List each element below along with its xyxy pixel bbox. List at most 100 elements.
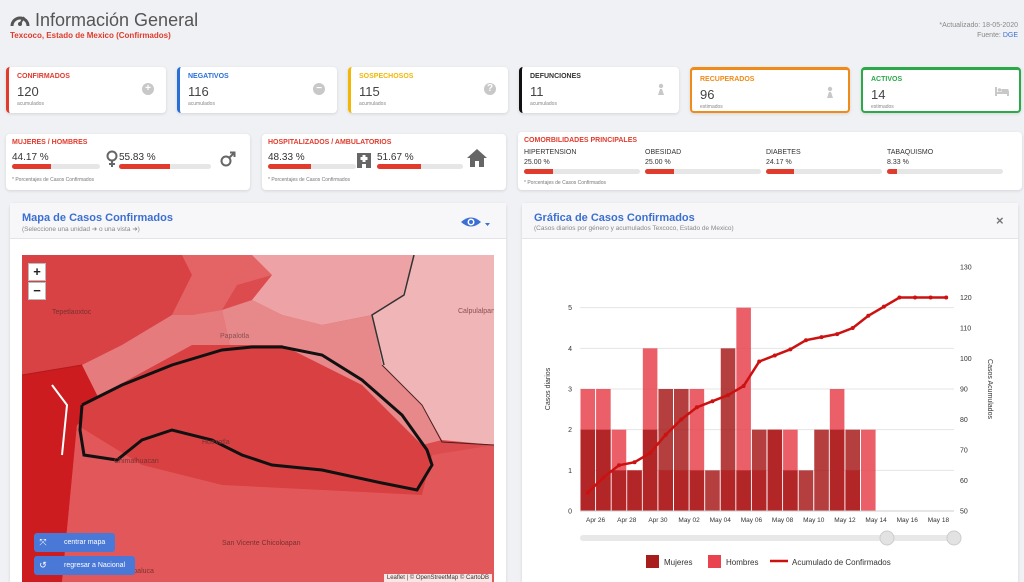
- compress-icon: ⤧: [39, 537, 47, 547]
- y2-tick-label: 90: [960, 387, 968, 394]
- amb-pct: 51.67 %: [377, 152, 414, 163]
- comorbidities-card: COMORBILIDADES PRINCIPALES HIPERTENSION 2…: [518, 132, 1022, 190]
- comorbidity-pct: 25.00 %: [524, 159, 550, 166]
- male-icon: [220, 151, 236, 167]
- bar-mujeres: [798, 470, 814, 511]
- point-acumulado: [850, 326, 855, 330]
- y-tick-label: 0: [568, 509, 572, 516]
- comorbidity-pct: 25.00 %: [645, 159, 671, 166]
- bar-mujeres: [627, 470, 642, 511]
- stat-card-activos[interactable]: ACTIVOS 14 estimados: [861, 67, 1021, 113]
- hospital-note: * Porcentajes de Casos Confirmados: [268, 177, 350, 183]
- y-tick-label: 1: [568, 468, 572, 475]
- x-tick-label: Apr 26: [586, 517, 606, 524]
- point-acumulado: [663, 432, 668, 437]
- svg-text:Calpulalpan: Calpulalpan: [458, 308, 494, 315]
- stat-card-recuperados[interactable]: RECUPERADOS 96 estimados: [690, 67, 850, 113]
- bar-mujeres: [720, 348, 736, 511]
- svg-text:San Vicente Chicoloapan: San Vicente Chicoloapan: [222, 540, 301, 547]
- bar-mujeres: [611, 470, 627, 511]
- stat-label: CONFIRMADOS: [17, 73, 70, 80]
- bar-mujeres: [736, 470, 751, 511]
- bar-mujeres: [767, 429, 783, 511]
- chart-header: Gráfica de Casos Confirmados (Casos diar…: [522, 203, 1018, 239]
- point-acumulado: [710, 399, 715, 404]
- eye-icon[interactable]: [460, 214, 490, 230]
- zoom-in-button[interactable]: +: [28, 263, 46, 281]
- y2-tick-label: 110: [960, 326, 971, 333]
- legend-swatch-mujeres: [646, 555, 659, 568]
- close-button[interactable]: ×: [996, 213, 1004, 228]
- x-tick-label: May 06: [741, 517, 763, 524]
- x-tick-label: May 10: [803, 517, 825, 524]
- page-title: Información General: [35, 10, 199, 30]
- choropleth-map[interactable]: Calpulalpan Papalotla Tepetlaoxtoc Huexo…: [22, 255, 494, 582]
- page-subtitle: Texcoco, Estado de Mexico (Confirmados): [10, 31, 171, 40]
- point-acumulado: [866, 313, 871, 318]
- svg-text:Huexotla: Huexotla: [202, 439, 230, 446]
- cases-chart[interactable]: 0 1 2 3 4 5 50 60 70 80 90 100 110 120 130 Casos diario…: [522, 239, 1018, 582]
- stat-card-sospechosos[interactable]: SOSPECHOSOS 115 acumulados?: [348, 67, 508, 113]
- comorbidity-bar: [766, 169, 882, 174]
- walking-icon: [824, 86, 836, 98]
- stat-card-confirmados[interactable]: CONFIRMADOS 120 acumulados +: [6, 67, 166, 113]
- stat-card-defunciones[interactable]: DEFUNCIONES 11 acumulados: [519, 67, 679, 113]
- svg-text:Tepetlaoxtoc: Tepetlaoxtoc: [52, 309, 92, 316]
- y2-tick-label: 50: [960, 509, 968, 516]
- stat-card-negativos[interactable]: NEGATIVOS 116 acumulados −: [177, 67, 337, 113]
- home-icon: [467, 149, 487, 167]
- comorbidity-label: OBESIDAD: [645, 149, 682, 156]
- bar-hombres: [736, 307, 751, 511]
- y2-tick-label: 120: [960, 295, 972, 302]
- zoom-out-button[interactable]: −: [28, 282, 46, 300]
- y-tick-label: 2: [568, 427, 572, 434]
- comorbidity-bar-fill: [887, 169, 897, 174]
- comorbidity-label: TABAQUISMO: [887, 149, 934, 156]
- bar-mujeres: [783, 470, 798, 511]
- stat-sub: acumulados: [188, 101, 215, 107]
- hospital-title: HOSPITALIZADOS / AMBULATORIOS: [268, 139, 392, 146]
- point-acumulado: [726, 393, 731, 398]
- comorbidity-bar-fill: [645, 169, 674, 174]
- point-acumulado: [694, 405, 699, 410]
- map-area[interactable]: Calpulalpan Papalotla Tepetlaoxtoc Huexo…: [22, 255, 494, 582]
- svg-text:Ixtapaluca: Ixtapaluca: [122, 568, 154, 575]
- y-tick-label: 4: [568, 346, 572, 353]
- stat-sub: estimados: [700, 104, 723, 110]
- line-acumulado: [586, 296, 947, 494]
- female-icon: [106, 150, 118, 167]
- x-tick-label: May 14: [865, 517, 887, 524]
- updated-date: *Actualizado: 18-05-2020: [939, 22, 1018, 29]
- men-bar: [119, 164, 211, 169]
- svg-text:Papalotla: Papalotla: [220, 333, 249, 340]
- bar-mujeres: [751, 429, 767, 511]
- point-acumulado: [601, 475, 606, 480]
- stat-value: 116: [188, 84, 209, 99]
- range-slider-handle-left: [879, 530, 895, 546]
- point-acumulado: [741, 383, 746, 388]
- comorbidity-label: HIPERTENSION: [524, 149, 577, 156]
- bar-hombres: [861, 429, 876, 511]
- plus-circle-icon: +: [142, 83, 154, 95]
- comorbidity-bar: [645, 169, 761, 174]
- point-acumulado: [757, 359, 762, 364]
- center-map-button[interactable]: ⤧ centrar mapa: [34, 533, 116, 552]
- national-button[interactable]: ↺ regresar a Nacional: [34, 556, 136, 575]
- women-pct: 44.17 %: [12, 152, 49, 163]
- map-header: Mapa de Casos Confirmados (Seleccione un…: [10, 203, 506, 239]
- comorbidity-bar: [524, 169, 640, 174]
- y-tick-label: 5: [568, 305, 572, 312]
- bar-mujeres: [596, 429, 611, 511]
- stat-value: 14: [871, 87, 886, 102]
- source-link[interactable]: DGE: [1002, 32, 1018, 39]
- bar-mujeres: [658, 389, 673, 511]
- chart-card: Gráfica de Casos Confirmados (Casos diar…: [522, 203, 1018, 582]
- stat-value: 11: [530, 84, 544, 99]
- map-hint: (Seleccione una unidad ➜ o una vista ➜): [22, 226, 140, 233]
- range-slider-track: [580, 535, 958, 541]
- point-acumulado: [881, 304, 886, 309]
- point-acumulado: [928, 295, 933, 300]
- x-tick-label: May 02: [678, 517, 700, 524]
- stat-sub: acumulados: [17, 101, 44, 107]
- hospital-card: HOSPITALIZADOS / AMBULATORIOS 48.33 % 51…: [262, 134, 506, 190]
